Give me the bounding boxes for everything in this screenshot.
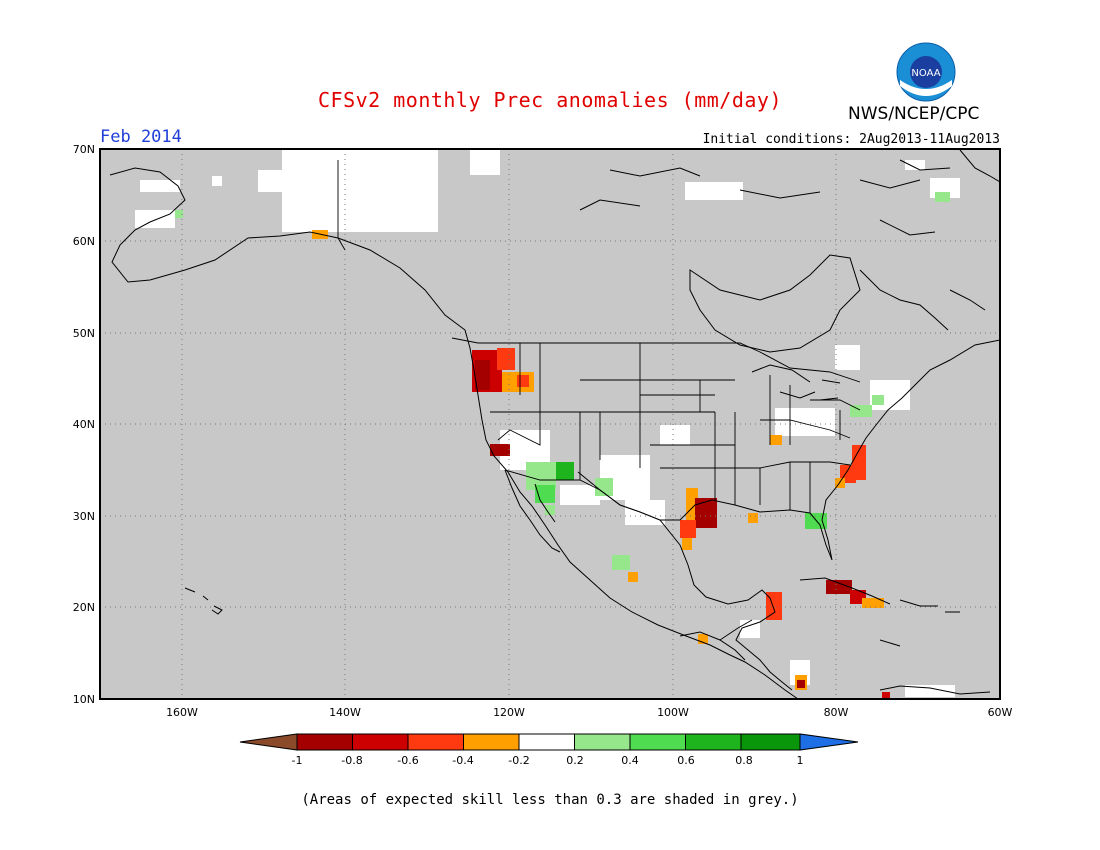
colorbar-label: -0.8 — [341, 754, 362, 767]
lon-label: 60W — [988, 706, 1013, 719]
forecast-month: Feb 2014 — [100, 127, 182, 147]
political-borders — [337, 160, 861, 641]
lat-label: 60N — [73, 235, 95, 248]
latitude-labels: 70N 60N 50N 40N 30N 20N 10N — [73, 143, 95, 706]
longitude-labels: 160W 140W 120W 100W 80W 60W — [166, 706, 1012, 719]
colorbar-labels: -1 -0.8 -0.6 -0.4 -0.2 0.2 0.4 0.6 0.8 1 — [292, 754, 804, 767]
initial-conditions: Initial conditions: 2Aug2013-11Aug2013 — [702, 132, 1000, 147]
lon-label: 140W — [329, 706, 361, 719]
colorbar-segment — [685, 733, 742, 751]
colorbar-label: -0.2 — [508, 754, 529, 767]
colorbar-segment — [574, 733, 631, 751]
colorbar-segment — [407, 733, 464, 751]
noaa-logo: NOAA — [896, 42, 956, 102]
map-frame — [99, 148, 1001, 700]
colorbar-label: -0.4 — [452, 754, 473, 767]
lat-label: 20N — [73, 601, 95, 614]
colorbar-segment — [518, 733, 575, 751]
lat-label: 10N — [73, 693, 95, 706]
chart-title: CFSv2 monthly Prec anomalies (mm/day) — [317, 88, 783, 112]
colorbar — [239, 733, 859, 751]
colorbar-segment — [740, 733, 801, 751]
graticule — [100, 149, 1000, 699]
lat-label: 40N — [73, 418, 95, 431]
colorbar-label: 0.4 — [621, 754, 639, 767]
neutral-anomaly-areas — [135, 150, 960, 697]
colorbar-low-arrow — [239, 733, 298, 751]
lon-label: 100W — [657, 706, 689, 719]
colorbar-segment — [296, 733, 353, 751]
colorbar-segment — [629, 733, 686, 751]
colorbar-label: 0.8 — [735, 754, 753, 767]
colorbar-high-arrow — [799, 733, 859, 751]
lon-label: 160W — [166, 706, 198, 719]
agency-label: NWS/NCEP/CPC — [848, 104, 980, 124]
colorbar-label: 1 — [797, 754, 804, 767]
anomaly-map: 70N 60N 50N 40N 30N 20N 10N 160W 140W 12… — [73, 143, 1013, 767]
lat-label: 50N — [73, 327, 95, 340]
lat-label: 30N — [73, 510, 95, 523]
colorbar-label: 0.6 — [677, 754, 695, 767]
colorbar-label: -1 — [292, 754, 303, 767]
colorbar-label: -0.6 — [397, 754, 418, 767]
lat-label: 70N — [73, 143, 95, 156]
lon-label: 120W — [493, 706, 525, 719]
lon-label: 80W — [824, 706, 849, 719]
skill-footnote: (Areas of expected skill less than 0.3 a… — [301, 792, 799, 808]
colorbar-segment — [352, 733, 409, 751]
colorbar-label: 0.2 — [566, 754, 584, 767]
colorbar-segment — [463, 733, 520, 751]
logo-text: NOAA — [911, 68, 940, 79]
